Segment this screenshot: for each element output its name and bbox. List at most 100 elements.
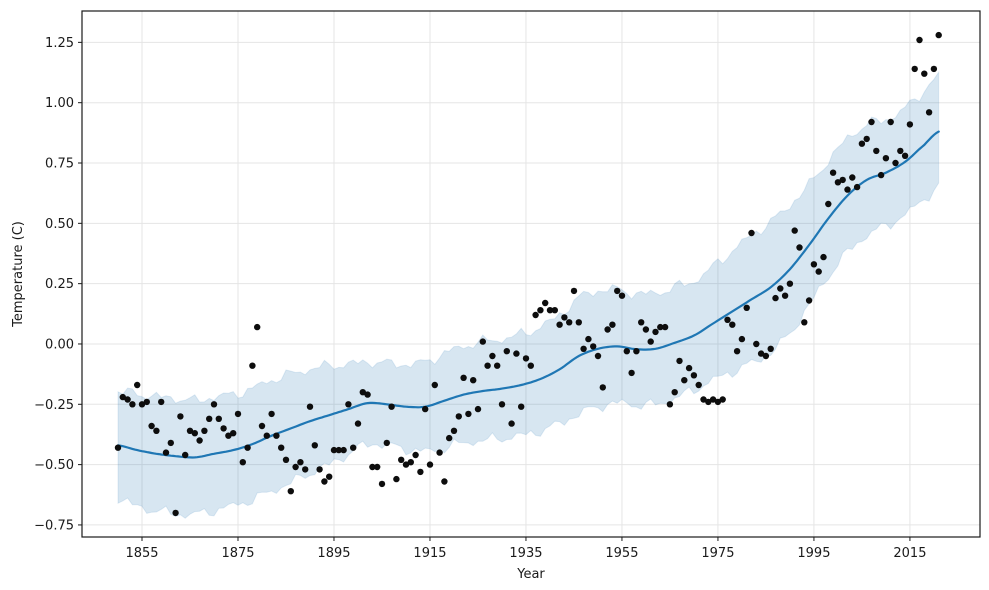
scatter-point — [263, 432, 270, 439]
scatter-point — [124, 396, 131, 403]
scatter-point — [268, 410, 275, 418]
scatter-point — [441, 478, 448, 485]
scatter-point — [700, 396, 707, 403]
scatter-point — [566, 319, 573, 326]
scatter-point — [393, 475, 400, 483]
scatter-point — [239, 459, 246, 466]
scatter-point — [685, 364, 693, 372]
scatter-point — [254, 323, 261, 331]
scatter-point — [921, 70, 928, 77]
scatter-point — [618, 292, 626, 299]
scatter-point — [220, 425, 227, 432]
scatter-point — [532, 311, 539, 319]
scatter-point — [748, 229, 755, 237]
scatter-point — [805, 297, 813, 304]
confidence-band — [117, 70, 940, 519]
scatter-point — [638, 319, 645, 326]
plot-border — [81, 10, 981, 538]
scatter-point — [484, 362, 491, 369]
scatter-point — [465, 410, 472, 418]
scatter-point — [215, 415, 222, 422]
scatter-point — [791, 227, 798, 234]
scatter-point — [446, 434, 453, 442]
scatter-point — [114, 444, 122, 451]
scatter-point — [853, 183, 861, 191]
scatter-point — [508, 420, 515, 427]
trend-line-path — [116, 130, 940, 459]
scatter-point — [234, 410, 242, 418]
scatter-point — [873, 147, 880, 155]
scatter-point — [354, 420, 362, 427]
scatter-point — [182, 451, 189, 459]
x-tick-label: 2015 — [893, 546, 926, 561]
scatter-point — [340, 446, 347, 454]
scatter-point — [306, 403, 314, 410]
scatter-point — [369, 463, 376, 471]
scatter-point — [273, 432, 280, 439]
axes: 1855 1875 1895 1915 1935 1955 1975 1995 2015 −0.7… — [34, 10, 981, 561]
scatter-point — [417, 468, 424, 476]
scatter-points — [114, 31, 942, 517]
scatter-point — [709, 396, 717, 403]
scatter-point — [623, 348, 630, 355]
scatter-point — [503, 348, 510, 355]
scatter-point — [935, 31, 942, 39]
scatter-point — [810, 261, 818, 268]
scatter-point — [642, 326, 650, 333]
scatter-point — [138, 401, 146, 408]
scatter-point — [210, 401, 218, 408]
x-tick-label: 1855 — [125, 546, 158, 561]
scatter-point — [321, 478, 328, 485]
scatter-point — [858, 140, 866, 147]
scatter-point — [882, 155, 890, 162]
scatter-point — [206, 415, 213, 422]
scatter-point — [326, 473, 333, 480]
scatter-point — [292, 463, 299, 471]
scatter-point — [901, 152, 909, 159]
x-tick-label: 1975 — [701, 546, 734, 561]
y-tick-label: 1.00 — [45, 96, 74, 111]
scatter-point — [258, 422, 266, 430]
scatter-point — [297, 459, 304, 466]
scatter-point — [513, 350, 520, 357]
scatter-point — [786, 280, 794, 287]
scatter-point — [925, 109, 933, 116]
scatter-point — [407, 459, 414, 466]
scatter-point — [825, 200, 832, 208]
scatter-point — [633, 348, 640, 355]
scatter-point — [676, 357, 683, 365]
scatter-point — [681, 377, 688, 384]
scatter-point — [820, 253, 827, 261]
scatter-point — [426, 461, 434, 468]
x-tick-label: 1995 — [797, 546, 830, 561]
scatter-point — [801, 319, 808, 326]
scatter-point — [129, 401, 136, 408]
scatter-point — [450, 427, 458, 434]
x-tick-label: 1935 — [509, 546, 542, 561]
scatter-point — [330, 446, 338, 454]
x-tick-label: 1875 — [221, 546, 254, 561]
scatter-point — [753, 340, 760, 348]
scatter-point — [930, 65, 938, 73]
scatter-point — [186, 427, 194, 434]
scatter-point — [162, 449, 170, 456]
scatter-point — [887, 118, 894, 126]
scatter-point — [911, 65, 918, 73]
scatter-point — [661, 323, 669, 331]
scatter-point — [364, 391, 371, 398]
scatter-point — [316, 466, 323, 473]
x-tick-label: 1895 — [317, 546, 350, 561]
scatter-point — [422, 405, 429, 413]
scatter-point — [143, 398, 150, 406]
x-axis-label: Year — [516, 567, 545, 582]
scatter-point — [815, 268, 822, 275]
scatter-point — [892, 159, 899, 167]
scatter-point — [743, 304, 750, 311]
scatter-point — [877, 171, 885, 179]
scatter-point — [172, 509, 179, 517]
y-tick-label: 0.00 — [45, 337, 74, 352]
scatter-point — [906, 121, 914, 128]
scatter-point — [383, 439, 390, 447]
